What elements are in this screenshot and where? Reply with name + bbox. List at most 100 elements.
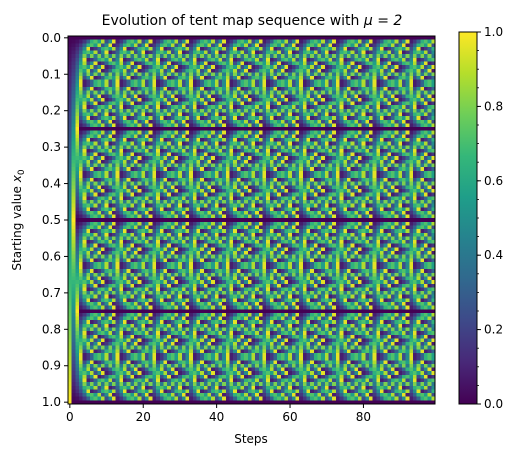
heatmap-cell xyxy=(200,50,205,55)
heatmap-cell xyxy=(167,210,172,215)
heatmap-cell xyxy=(328,189,333,194)
heatmap-cell xyxy=(119,178,124,183)
heatmap-cell xyxy=(115,57,120,62)
heatmap-cell xyxy=(134,207,139,212)
heatmap-cell xyxy=(343,189,348,194)
heatmap-cell xyxy=(233,148,238,153)
heatmap-cell xyxy=(269,170,274,175)
heatmap-cell xyxy=(255,170,260,175)
heatmap-cell xyxy=(123,203,128,208)
heatmap-cell xyxy=(288,39,293,44)
heatmap-cell xyxy=(365,145,370,150)
heatmap-cell xyxy=(148,90,153,95)
heatmap-cell xyxy=(192,61,197,66)
heatmap-cell xyxy=(357,152,362,157)
heatmap-cell xyxy=(145,159,150,164)
heatmap-cell xyxy=(258,189,263,194)
heatmap-cell xyxy=(332,167,337,172)
heatmap-cell xyxy=(163,116,168,121)
heatmap-cell xyxy=(361,39,366,44)
heatmap-cell xyxy=(203,108,208,113)
heatmap-cell xyxy=(431,87,436,92)
heatmap-cell xyxy=(372,94,377,99)
heatmap-cell xyxy=(284,61,289,66)
heatmap-cell xyxy=(262,65,267,70)
heatmap-cell xyxy=(141,76,146,81)
heatmap-cell xyxy=(343,196,348,201)
heatmap-cell xyxy=(394,43,399,48)
heatmap-cell xyxy=(174,108,179,113)
heatmap-cell xyxy=(156,163,161,168)
heatmap-cell xyxy=(310,112,315,117)
heatmap-cell xyxy=(383,46,388,51)
heatmap-cell xyxy=(423,97,429,102)
heatmap-cell xyxy=(119,185,124,190)
heatmap-cell xyxy=(339,43,344,48)
heatmap-cell xyxy=(119,123,124,128)
heatmap-cell xyxy=(365,87,370,92)
heatmap-cell xyxy=(214,178,219,183)
heatmap-cell xyxy=(75,181,80,186)
heatmap-cell xyxy=(291,123,296,128)
heatmap-cell xyxy=(134,112,139,117)
heatmap-cell xyxy=(398,148,403,153)
heatmap-cell xyxy=(225,196,230,201)
heatmap-cell xyxy=(148,94,153,99)
heatmap-cell xyxy=(214,39,219,44)
heatmap-cell xyxy=(97,145,102,150)
heatmap-cell xyxy=(339,87,344,92)
heatmap-cell xyxy=(82,57,87,62)
heatmap-cell xyxy=(189,116,194,121)
heatmap-cell xyxy=(93,76,98,81)
heatmap-cell xyxy=(141,185,146,190)
heatmap-cell xyxy=(145,207,150,212)
heatmap-cell xyxy=(277,174,282,179)
heatmap-cell xyxy=(178,152,183,157)
heatmap-cell xyxy=(126,148,131,153)
heatmap-cell xyxy=(412,36,418,41)
heatmap-cell xyxy=(258,65,263,70)
heatmap-cell xyxy=(284,181,289,186)
heatmap-cell xyxy=(394,101,399,106)
heatmap-cell xyxy=(115,105,120,110)
heatmap-cell xyxy=(211,148,216,153)
heatmap-cell xyxy=(86,207,91,212)
heatmap-cell xyxy=(134,192,139,197)
heatmap-cell xyxy=(365,203,370,208)
heatmap-cell xyxy=(302,156,307,161)
heatmap-cell xyxy=(185,148,190,153)
heatmap-cell xyxy=(317,68,322,73)
heatmap-cell xyxy=(185,50,190,55)
heatmap-cell xyxy=(310,101,315,106)
heatmap-cell xyxy=(82,152,87,157)
heatmap-cell xyxy=(394,36,399,41)
heatmap-cell xyxy=(284,141,289,146)
heatmap-cell xyxy=(357,196,362,201)
heatmap-cell xyxy=(332,196,337,201)
heatmap-cell xyxy=(321,50,326,55)
heatmap-cell xyxy=(93,87,98,92)
heatmap-cell xyxy=(324,83,329,88)
heatmap-cell xyxy=(390,116,396,121)
heatmap-cell xyxy=(383,68,388,73)
heatmap-cell xyxy=(218,167,223,172)
heatmap-cell xyxy=(409,210,414,215)
heatmap-cell xyxy=(90,210,95,215)
heatmap-cell xyxy=(423,167,429,172)
heatmap-cell xyxy=(361,76,366,81)
heatmap-cell xyxy=(108,43,113,48)
heatmap-cell xyxy=(357,192,362,197)
heatmap-cell xyxy=(401,192,407,197)
heatmap-cell xyxy=(357,54,362,59)
heatmap-cell xyxy=(174,57,179,62)
heatmap-cell xyxy=(401,105,407,110)
heatmap-cell xyxy=(423,130,429,135)
heatmap-cell xyxy=(299,152,304,157)
heatmap-cell xyxy=(328,152,333,157)
heatmap-cell xyxy=(233,214,238,219)
heatmap-cell xyxy=(170,36,175,41)
heatmap-cell xyxy=(284,138,289,143)
heatmap-cell xyxy=(126,192,131,197)
heatmap-cell xyxy=(324,116,329,121)
heatmap-cell xyxy=(332,159,337,164)
